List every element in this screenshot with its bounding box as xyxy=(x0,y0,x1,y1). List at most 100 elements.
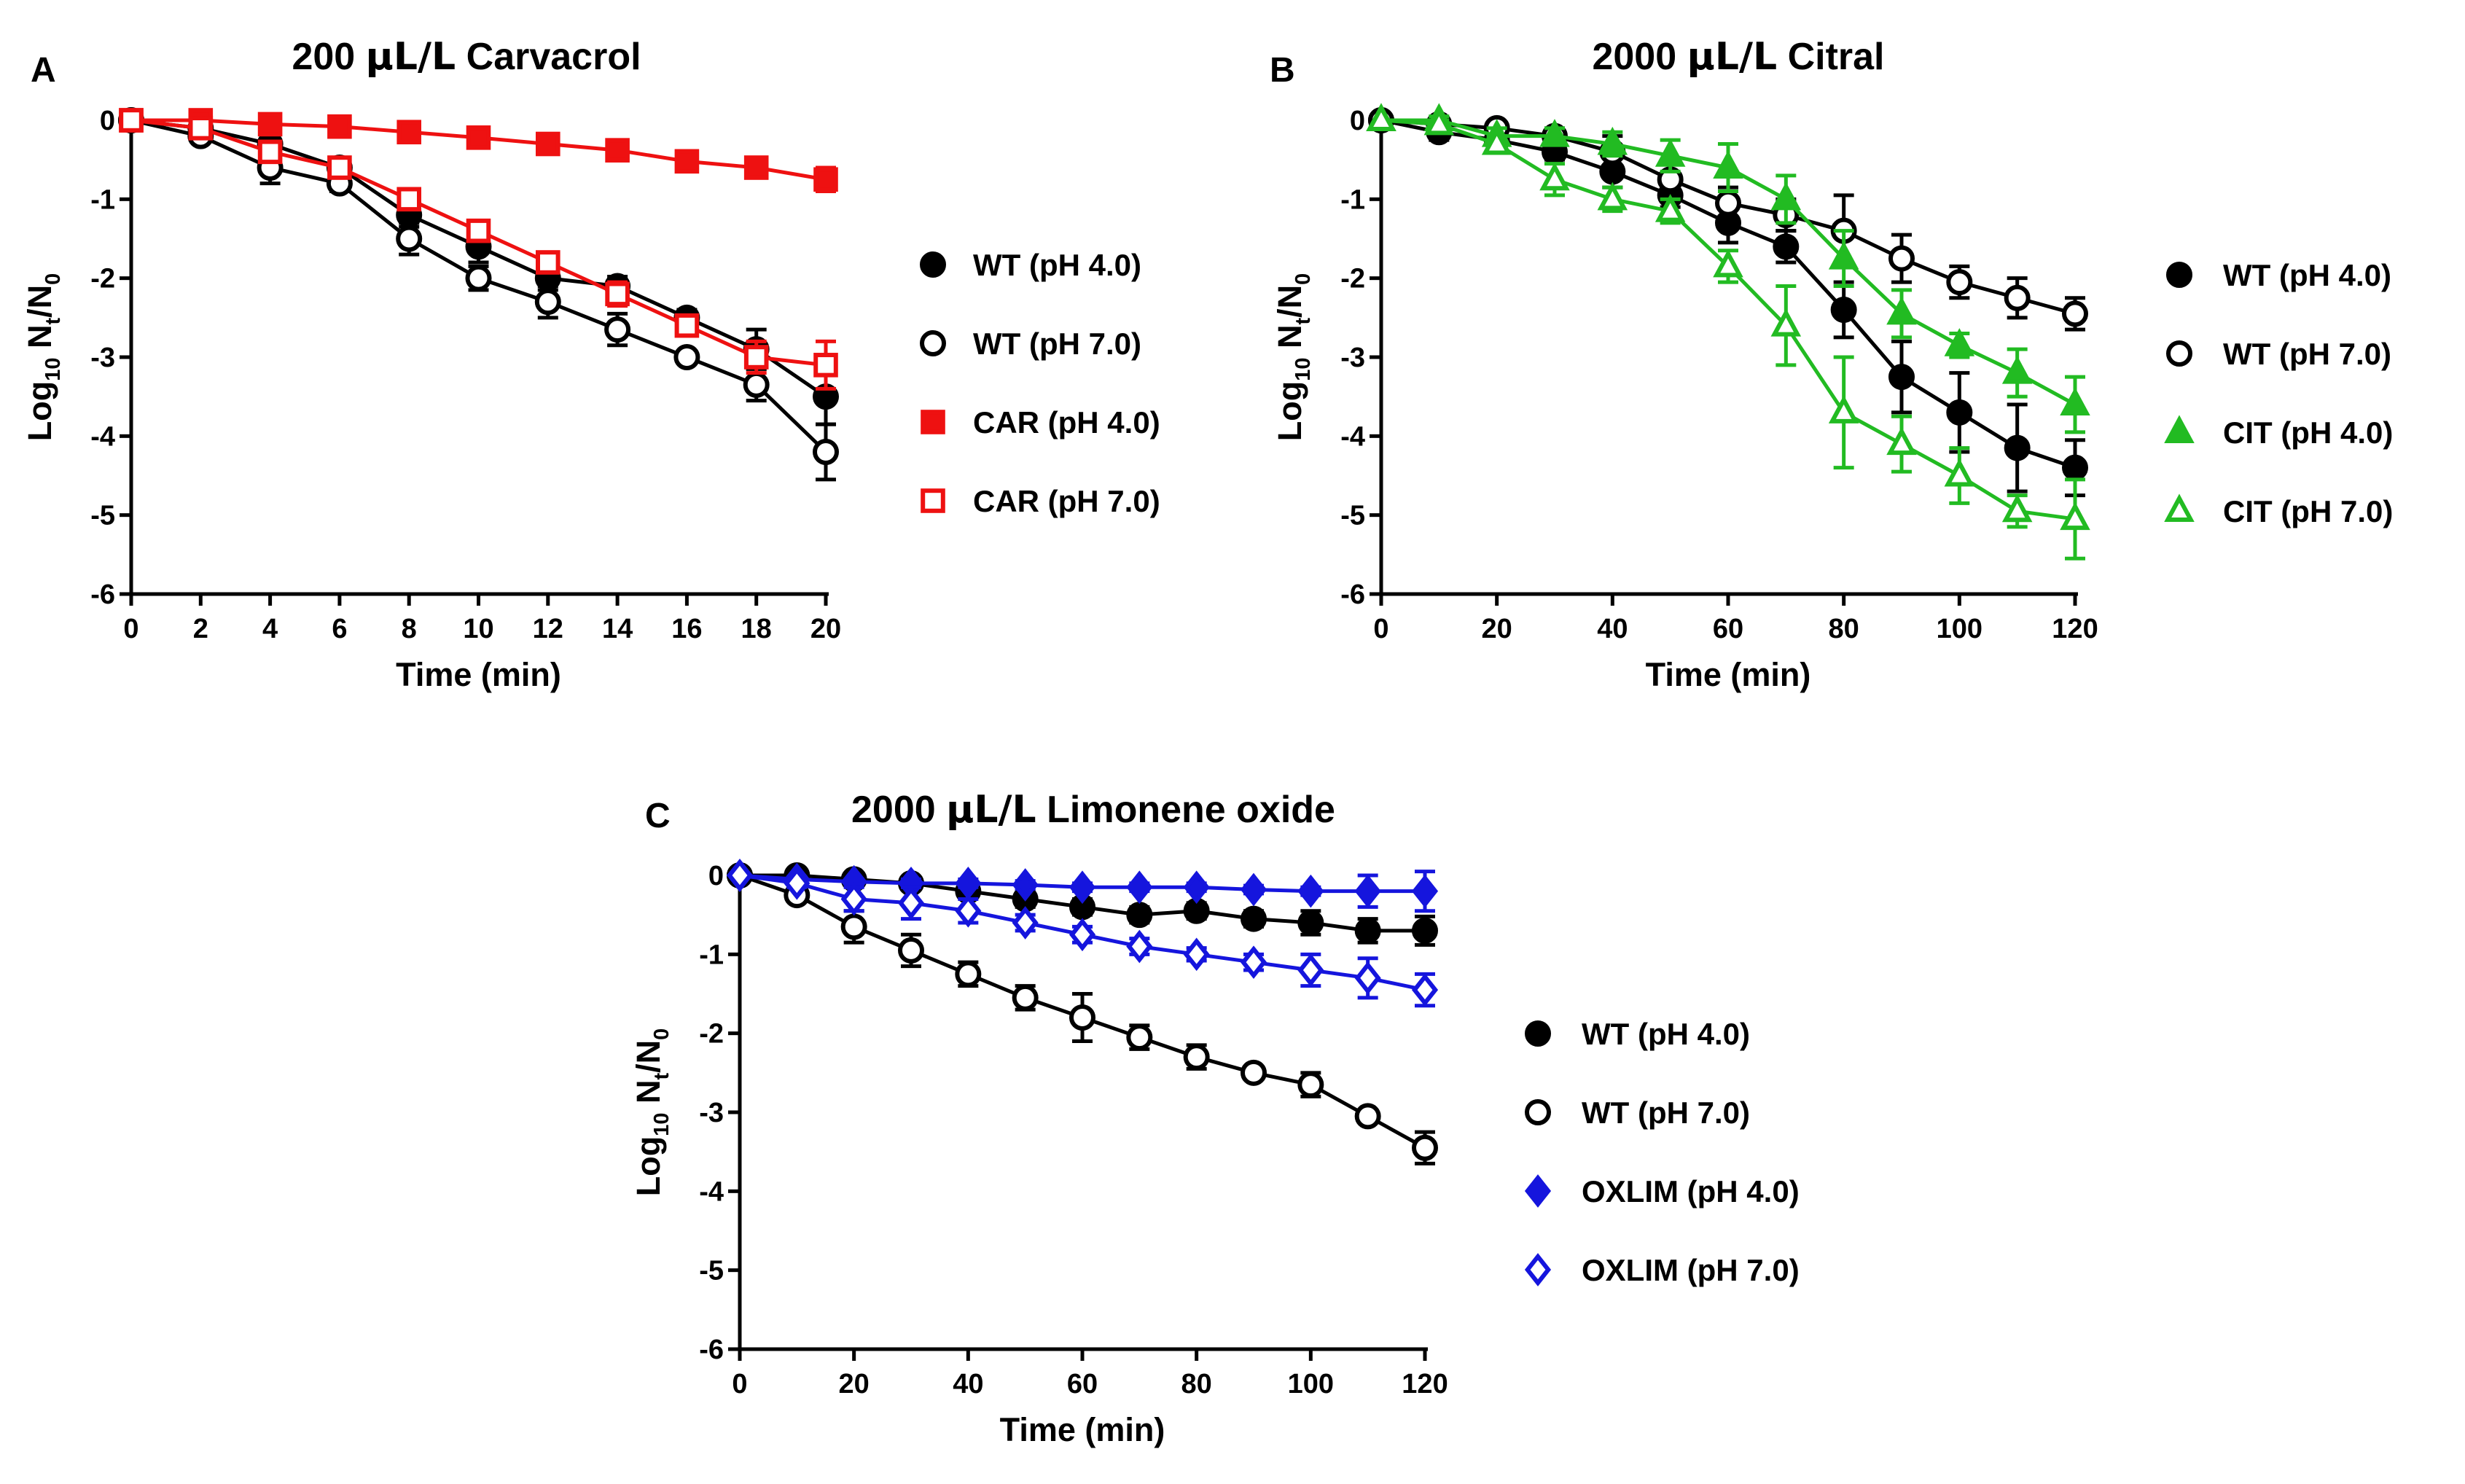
legend-marker xyxy=(921,488,945,513)
legend-marker xyxy=(2166,262,2192,288)
ylabel-sub-0: 0 xyxy=(650,1028,673,1040)
x-tick-label: 20 xyxy=(810,614,841,644)
data-point xyxy=(605,281,630,307)
legend-marker xyxy=(1524,1174,1552,1208)
legend-marker xyxy=(2166,340,2192,367)
data-point xyxy=(188,116,214,141)
chart-title: 2000 µL/L Citral xyxy=(1592,35,1884,79)
data-point xyxy=(534,289,561,316)
data-point xyxy=(1012,906,1039,940)
data-point xyxy=(1713,249,1743,278)
x-tick-label: 0 xyxy=(123,614,138,644)
data-point xyxy=(955,961,982,988)
ylabel-log: Log xyxy=(630,1136,667,1196)
chart-title: 200 µL/L Carvacrol xyxy=(292,35,641,79)
data-point xyxy=(1770,181,1802,211)
data-point xyxy=(2062,300,2088,327)
y-tick-label: -5 xyxy=(699,1256,724,1286)
ylabel-over-n: /N xyxy=(1271,285,1308,318)
data-point xyxy=(1773,233,1800,260)
data-point xyxy=(1481,126,1512,155)
ylabel-sub-t: t xyxy=(650,1073,673,1080)
x-tick-label: 8 xyxy=(402,614,417,644)
data-point xyxy=(257,139,283,165)
data-point xyxy=(1297,1071,1324,1098)
data-point xyxy=(1888,364,1915,391)
data-point xyxy=(1354,917,1381,944)
axes: 0 -1 -2 -3 -4 -5 -6 0 20 40 60 80 100 120 xyxy=(699,861,1448,1399)
data-point xyxy=(1012,868,1039,902)
legend-label: WT (pH 4.0) xyxy=(2223,258,2391,292)
data-point xyxy=(1012,984,1039,1011)
x-tick-label: 4 xyxy=(262,614,278,644)
data-point xyxy=(1886,426,1917,456)
legend-marker xyxy=(1524,1253,1552,1286)
legend-label: WT (pH 4.0) xyxy=(973,248,1141,282)
y-tick-label: -1 xyxy=(90,184,115,215)
y-tick-label: -3 xyxy=(699,1098,724,1128)
y-tick-label: -2 xyxy=(90,264,115,294)
legend-label: CIT (pH 7.0) xyxy=(2223,494,2393,528)
data-point xyxy=(1241,905,1267,932)
data-point xyxy=(536,250,560,275)
panel-c: C 2000 µL/L Limonene oxide 0 -1 -2 -3 -4 -5 -6 0 2… xyxy=(630,788,1800,1448)
x-tick-label: 40 xyxy=(1597,614,1628,644)
ylabel-sub-10: 10 xyxy=(650,1113,673,1136)
data-point xyxy=(1297,874,1324,908)
y-axis-label: Log10 Nt/N0 xyxy=(21,273,65,442)
data-point xyxy=(1946,399,1973,426)
data-point xyxy=(1354,961,1381,995)
data-point xyxy=(327,155,352,180)
title-prefix: 200 xyxy=(292,36,365,78)
data-point xyxy=(1411,874,1439,908)
data-point xyxy=(396,120,422,145)
data-point xyxy=(1183,1044,1210,1071)
data-point xyxy=(1412,917,1438,944)
ylabel-sub-10: 10 xyxy=(42,358,65,381)
title-suffix: Citral xyxy=(1777,36,1884,78)
ylabel-sub-10: 10 xyxy=(1292,358,1315,381)
data-point xyxy=(1069,918,1096,952)
legend: WT (pH 4.0) WT (pH 7.0) OXLIM (pH 4.0) OXLI… xyxy=(1524,1017,1800,1287)
data-point xyxy=(1366,103,1396,131)
legend-label: OXLIM (pH 7.0) xyxy=(1582,1253,1800,1287)
x-tick-label: 40 xyxy=(953,1369,983,1399)
data-point xyxy=(604,316,631,343)
title-prefix: 2000 xyxy=(1592,36,1687,78)
x-tick-label: 120 xyxy=(2052,614,2098,644)
data-point xyxy=(1539,162,1570,191)
data-point xyxy=(1828,241,1859,270)
ylabel-log: Log xyxy=(21,381,58,441)
data-point xyxy=(784,867,810,900)
data-point xyxy=(1770,308,1802,337)
x-axis-label: Time (min) xyxy=(396,656,561,693)
data-point xyxy=(743,371,770,398)
data-point xyxy=(673,344,700,370)
data-point xyxy=(1944,458,1975,487)
data-point xyxy=(1240,945,1267,979)
y-tick-label: -6 xyxy=(699,1335,724,1365)
data-point xyxy=(396,187,422,212)
x-tick-label: 100 xyxy=(1937,614,1982,644)
data-point xyxy=(1830,297,1857,323)
x-tick-label: 80 xyxy=(1181,1369,1212,1399)
data-point xyxy=(2004,434,2031,461)
x-tick-label: 100 xyxy=(1288,1369,1334,1399)
ylabel-over-n: /N xyxy=(21,285,58,318)
legend-marker xyxy=(921,410,945,434)
x-tick-label: 14 xyxy=(602,614,633,644)
x-tick-label: 10 xyxy=(463,614,493,644)
title-prefix: 2000 xyxy=(851,789,946,831)
data-point xyxy=(1126,1024,1153,1051)
title-unit: µL/L xyxy=(946,788,1036,832)
ylabel-log: Log xyxy=(1271,381,1308,441)
data-point xyxy=(466,218,491,243)
data-point xyxy=(2004,284,2031,311)
data-point xyxy=(1597,126,1628,155)
legend: WT (pH 4.0) WT (pH 7.0) CIT (pH 4.0) CIT (p… xyxy=(2164,258,2393,528)
x-tick-label: 0 xyxy=(732,1369,747,1399)
x-tick-label: 12 xyxy=(533,614,563,644)
x-tick-label: 20 xyxy=(839,1369,870,1399)
legend-label: WT (pH 7.0) xyxy=(973,327,1141,361)
